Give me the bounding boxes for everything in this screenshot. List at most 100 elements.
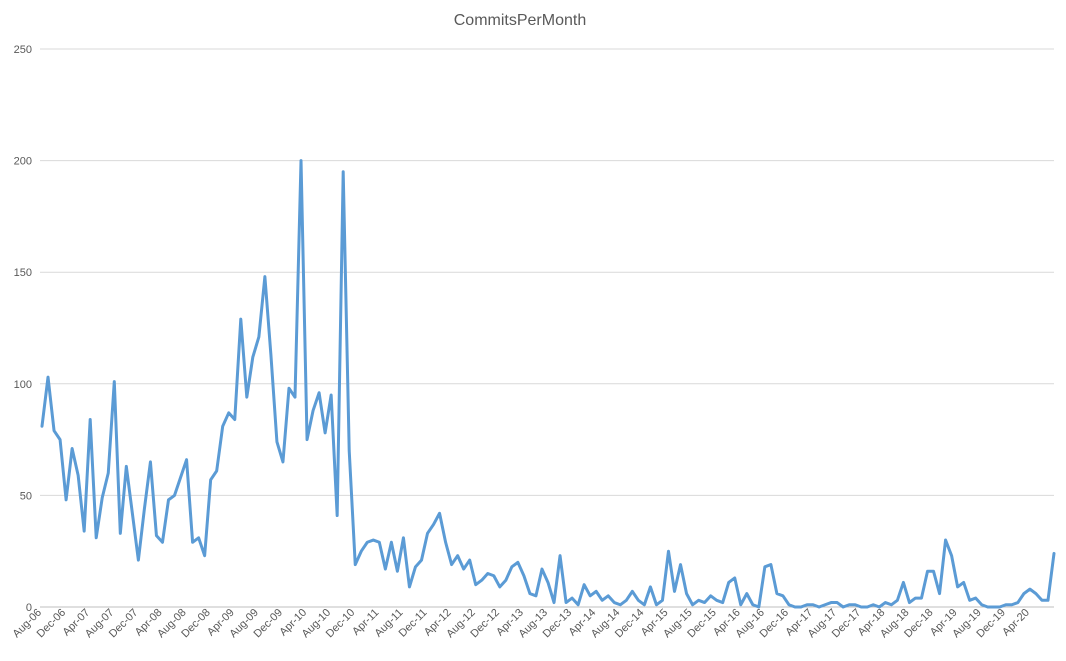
data-point	[565, 601, 568, 604]
data-point	[263, 275, 266, 278]
y-tick-label: 100	[14, 379, 32, 391]
data-point	[540, 568, 543, 571]
data-point	[306, 438, 309, 441]
data-point	[697, 599, 700, 602]
data-point	[721, 601, 724, 604]
data-point	[209, 478, 212, 481]
data-point	[444, 541, 447, 544]
data-point	[287, 387, 290, 390]
data-point	[1034, 592, 1037, 595]
data-point	[257, 335, 260, 338]
data-point	[679, 563, 682, 566]
data-point	[294, 396, 297, 399]
data-point	[65, 498, 68, 501]
data-point	[432, 523, 435, 526]
y-tick-label: 250	[14, 44, 32, 56]
data-point	[890, 603, 893, 606]
y-tick-label: 150	[14, 267, 32, 279]
data-point	[354, 563, 357, 566]
data-point	[227, 411, 230, 414]
data-point	[673, 590, 676, 593]
data-point	[95, 536, 98, 539]
data-point	[1040, 599, 1043, 602]
data-point	[547, 581, 550, 584]
data-point	[818, 606, 821, 609]
data-point	[757, 606, 760, 609]
data-point	[269, 353, 272, 356]
data-point	[143, 507, 146, 510]
data-point	[842, 606, 845, 609]
data-point	[396, 570, 399, 573]
data-point	[390, 541, 393, 544]
data-point	[251, 356, 254, 359]
data-point	[486, 572, 489, 575]
y-axis-ticks: 0 50 100 150 200 250	[14, 44, 32, 614]
data-point	[571, 597, 574, 600]
data-point	[703, 601, 706, 604]
data-point	[71, 447, 74, 450]
chart-title: CommitsPerMonth	[454, 12, 586, 29]
data-point	[848, 603, 851, 606]
data-point	[944, 539, 947, 542]
data-point	[902, 581, 905, 584]
data-point	[637, 599, 640, 602]
data-point	[318, 391, 321, 394]
data-point	[239, 318, 242, 321]
data-point	[775, 592, 778, 595]
data-point	[709, 594, 712, 597]
data-point	[878, 606, 881, 609]
data-point	[950, 554, 953, 557]
data-point	[607, 594, 610, 597]
data-point	[330, 393, 333, 396]
data-point	[233, 418, 236, 421]
data-point	[336, 514, 339, 517]
data-point	[968, 599, 971, 602]
data-point	[836, 601, 839, 604]
data-point	[300, 159, 303, 162]
data-point	[577, 603, 580, 606]
data-point	[107, 472, 110, 475]
data-point	[456, 554, 459, 557]
data-point	[787, 603, 790, 606]
data-point	[998, 606, 1001, 609]
data-point	[47, 376, 50, 379]
data-point	[179, 476, 182, 479]
data-point	[962, 581, 965, 584]
data-point	[522, 574, 525, 577]
data-point	[938, 592, 941, 595]
data-point	[89, 418, 92, 421]
data-point	[504, 579, 507, 582]
data-point	[866, 606, 869, 609]
data-point	[655, 603, 658, 606]
data-point	[745, 592, 748, 595]
data-point	[197, 536, 200, 539]
data-point	[161, 541, 164, 544]
data-point	[830, 601, 833, 604]
data-point	[462, 568, 465, 571]
data-point	[149, 460, 152, 463]
data-point	[191, 541, 194, 544]
data-point	[77, 474, 80, 477]
data-point	[625, 599, 628, 602]
data-point	[53, 429, 56, 432]
data-point	[101, 496, 104, 499]
data-point	[1022, 592, 1025, 595]
data-point	[685, 592, 688, 595]
data-point	[824, 603, 827, 606]
data-point	[366, 541, 369, 544]
data-point	[1028, 588, 1031, 591]
data-point	[492, 574, 495, 577]
data-point	[450, 563, 453, 566]
data-point	[992, 606, 995, 609]
data-point	[920, 597, 923, 600]
data-point	[167, 498, 170, 501]
data-point	[516, 561, 519, 564]
data-point	[872, 603, 875, 606]
data-point	[275, 440, 278, 443]
data-point	[619, 603, 622, 606]
data-point	[643, 603, 646, 606]
data-point	[854, 603, 857, 606]
data-point	[221, 425, 224, 428]
data-point	[41, 425, 44, 428]
data-point	[812, 603, 815, 606]
